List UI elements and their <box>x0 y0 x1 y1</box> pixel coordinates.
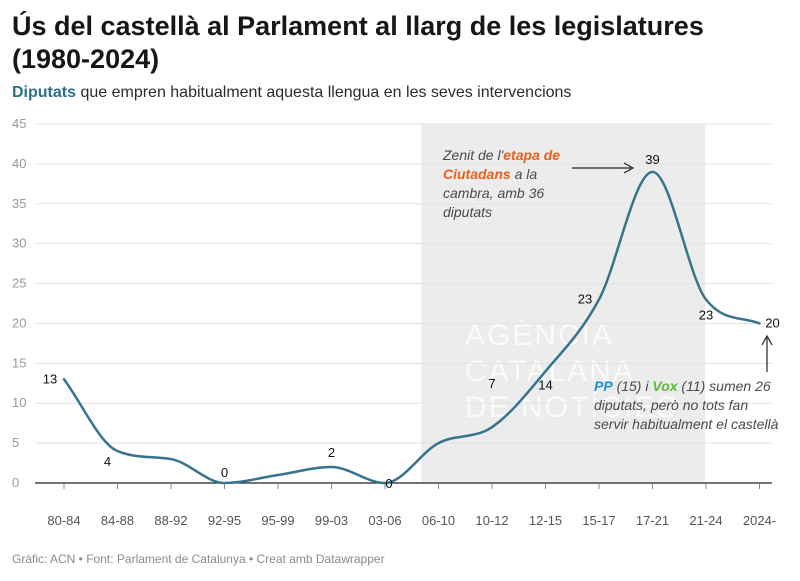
x-tick-label: 95-99 <box>261 513 294 528</box>
data-label: 13 <box>43 371 57 386</box>
data-label: 7 <box>488 376 495 391</box>
x-tick-label: 84-88 <box>101 513 134 528</box>
data-label: 23 <box>578 292 592 307</box>
series-line-diputats <box>62 170 761 485</box>
annotation-pp-vox: PP (15) i Vox (11) sumen 26 diputats, pe… <box>594 377 779 434</box>
data-label: 2 <box>328 445 335 460</box>
x-tick-label: 17-21 <box>636 513 669 528</box>
y-tick-label: 30 <box>12 236 26 251</box>
x-tick-label: 03-06 <box>368 513 401 528</box>
y-tick-label: 45 <box>12 116 26 131</box>
x-tick-label: 88-92 <box>154 513 187 528</box>
chart-subtitle: Diputats que empren habitualment aquesta… <box>12 84 571 102</box>
data-label: 14 <box>538 377 552 392</box>
watermark-line: CATALANA <box>465 355 635 388</box>
subtitle-text: que empren habitualment aquesta llengua … <box>76 84 572 101</box>
annotation-pp-count: (15) i <box>612 378 653 394</box>
x-tick-label: 99-03 <box>315 513 348 528</box>
x-tick-label: 92-95 <box>208 513 241 528</box>
annotation-ciutadans-highlight: etapa de Ciutadans <box>443 147 561 182</box>
y-tick-label: 10 <box>12 395 26 410</box>
data-label: 23 <box>699 308 713 323</box>
x-tick-label: 80-84 <box>47 513 80 528</box>
x-tick-label: 15-17 <box>582 513 615 528</box>
data-label: 4 <box>104 454 111 469</box>
data-label: 20 <box>765 315 779 330</box>
annotation-ppvox-text: (11) sumen 26 diputats, però no tots fan… <box>594 378 779 432</box>
y-tick-label: 0 <box>12 475 19 490</box>
annotation-ciutadans-text-1: Zenit de l' <box>443 147 504 163</box>
watermark-line: DE NOTÍCIES <box>465 391 679 424</box>
x-tick-label: 06-10 <box>422 513 455 528</box>
annotation-ciutadans-text-2: a la cambra, amb 36 diputats <box>443 166 545 220</box>
x-tick-label: 10-12 <box>475 513 508 528</box>
annotation-arrowhead-ciutadans <box>623 162 635 174</box>
data-label: 0 <box>221 465 228 480</box>
x-tick-label: 21-24 <box>689 513 722 528</box>
annotation-pp-label: PP <box>594 378 613 394</box>
x-tick-label: 2024- <box>743 513 776 528</box>
annotation-ciutadans: Zenit de l'etapa de Ciutadans a la cambr… <box>443 146 583 222</box>
y-tick-label: 35 <box>12 196 26 211</box>
y-tick-label: 15 <box>12 355 26 370</box>
chart-footer: Gràfic: ACN • Font: Parlament de Catalun… <box>12 552 385 566</box>
annotation-vox-label: Vox <box>652 378 678 394</box>
y-tick-label: 25 <box>12 276 26 291</box>
annotation-arrowhead-ppvox <box>761 334 773 346</box>
subtitle-highlight: Diputats <box>12 84 76 101</box>
chart-title: Ús del castellà al Parlament al llarg de… <box>12 11 704 74</box>
y-tick-label: 20 <box>12 315 26 330</box>
shaded-region <box>421 124 705 483</box>
watermark-line: AGÈNCIA <box>465 319 614 352</box>
x-tick-label: 12-15 <box>529 513 562 528</box>
y-tick-label: 5 <box>12 435 19 450</box>
data-label: 0 <box>385 476 392 491</box>
data-label: 39 <box>645 152 659 167</box>
y-tick-label: 40 <box>12 156 26 171</box>
